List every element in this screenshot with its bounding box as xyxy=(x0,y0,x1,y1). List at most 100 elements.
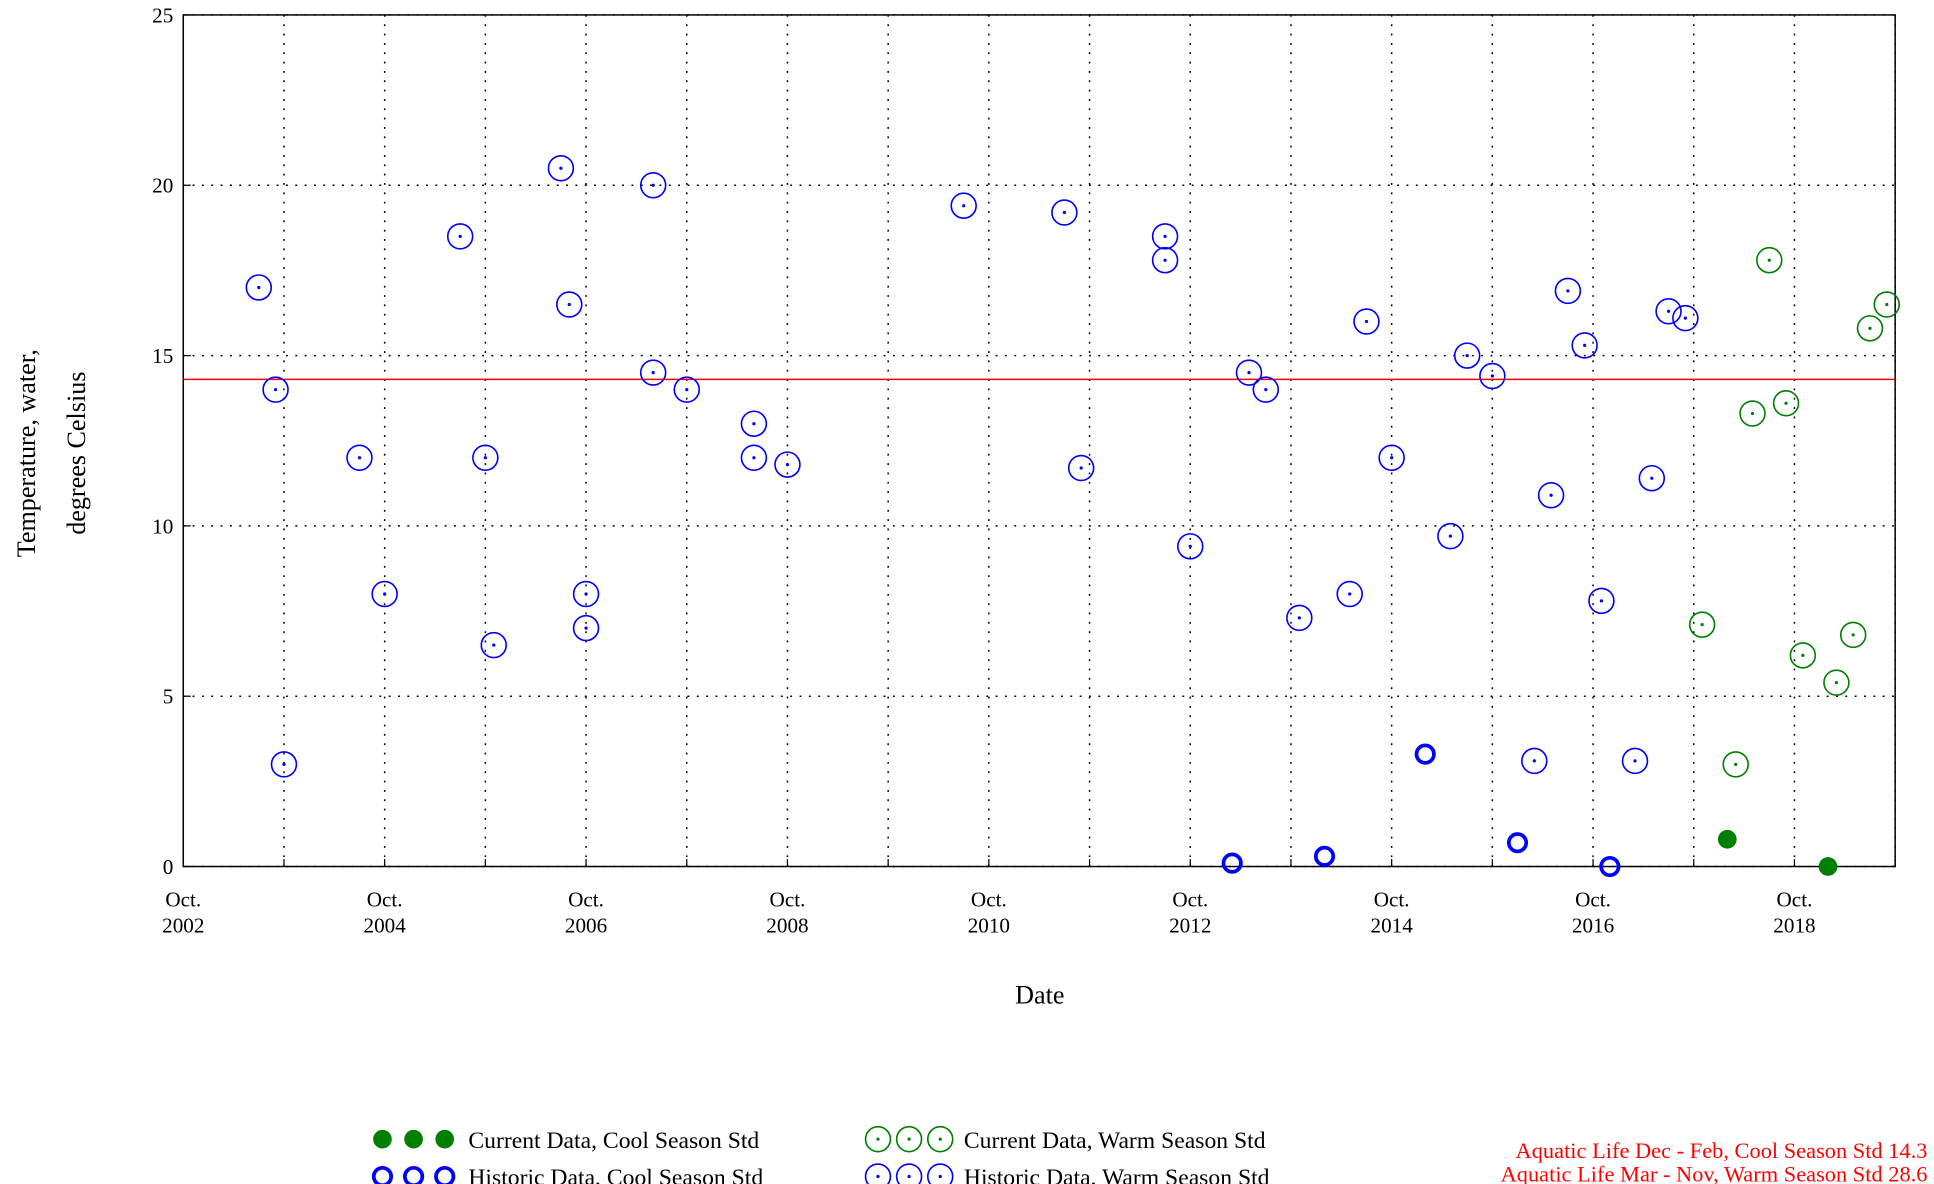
marker-center xyxy=(1549,493,1553,497)
marker-ring xyxy=(1688,611,1716,638)
marker-center xyxy=(752,422,756,426)
marker-ring xyxy=(1739,400,1766,427)
marker-ring xyxy=(1051,199,1078,226)
data-point xyxy=(572,614,600,642)
x-tick-label-line: 2002 xyxy=(162,914,204,938)
x-tick-label: Oct. 2004 xyxy=(364,887,407,937)
marker-center xyxy=(1650,476,1654,480)
legend-marker xyxy=(864,1125,892,1153)
data-point xyxy=(245,274,273,301)
marker-ring xyxy=(547,154,575,182)
data-point xyxy=(740,410,768,437)
data-point xyxy=(1688,611,1716,638)
legend-marker xyxy=(864,1163,892,1184)
footnote: Aquatic Life Dec - Feb, Cool Season Std … xyxy=(1516,1138,1928,1163)
marker-ring xyxy=(480,631,508,659)
data-point xyxy=(1554,277,1582,305)
marker-center xyxy=(907,1174,911,1179)
marker-ring xyxy=(434,1165,456,1184)
marker-ring xyxy=(639,359,667,386)
data-point xyxy=(639,359,667,386)
x-tick-label: Oct. 2006 xyxy=(565,887,607,937)
legend-marker xyxy=(371,1165,394,1184)
x-tick-label: Oct. 2008 xyxy=(766,887,808,937)
data-point xyxy=(1506,832,1529,854)
x-axis-label: Date xyxy=(1015,980,1064,1009)
marker-center xyxy=(1079,466,1083,470)
data-point xyxy=(1313,845,1336,867)
marker-ring xyxy=(262,376,289,403)
marker-dot xyxy=(1717,829,1737,849)
marker-center xyxy=(584,626,588,630)
marker-center xyxy=(1297,616,1301,620)
marker-ring xyxy=(1672,304,1699,332)
marker-center xyxy=(1566,289,1570,293)
x-tick-label-line: 2016 xyxy=(1572,914,1614,938)
marker-center xyxy=(752,456,756,460)
marker-ring xyxy=(1353,308,1380,335)
x-tick-label: Oct. 2012 xyxy=(1169,887,1211,937)
data-point xyxy=(1353,308,1380,335)
marker-center xyxy=(273,388,278,392)
data-point xyxy=(1717,829,1737,849)
marker-center xyxy=(1247,370,1251,375)
legend-label: Current Data, Warm Season Std xyxy=(964,1128,1266,1154)
data-point xyxy=(639,171,667,199)
marker-center xyxy=(1885,302,1889,307)
marker-center xyxy=(1390,456,1394,460)
x-tick-label: Oct. 2010 xyxy=(968,887,1010,937)
marker-center xyxy=(938,1137,942,1141)
x-tick-label-line: Oct. xyxy=(971,887,1007,911)
data-point xyxy=(1839,621,1867,649)
marker-center xyxy=(1734,762,1738,766)
marker-ring xyxy=(1378,444,1405,472)
data-point xyxy=(740,444,768,472)
data-point xyxy=(1453,342,1481,369)
y-tick-label: 10 xyxy=(152,514,173,538)
marker-ring xyxy=(740,410,768,437)
marker-center xyxy=(938,1174,942,1179)
marker-ring xyxy=(1655,298,1682,325)
data-point xyxy=(480,631,508,659)
data-point xyxy=(1621,747,1649,775)
x-tick-label-line: Oct. xyxy=(1575,887,1611,911)
data-point xyxy=(1818,857,1838,876)
marker-ring xyxy=(895,1163,923,1184)
legend-marker xyxy=(403,1165,425,1184)
marker-dot xyxy=(435,1129,455,1149)
marker-ring xyxy=(926,1163,954,1184)
marker-center xyxy=(567,302,571,307)
data-point xyxy=(1856,315,1884,342)
marker-ring xyxy=(673,376,701,403)
legend-marker xyxy=(895,1125,923,1153)
data-point xyxy=(346,444,373,472)
marker-ring xyxy=(1823,669,1850,696)
marker-ring xyxy=(1638,464,1666,492)
marker-center xyxy=(584,592,588,596)
marker-center xyxy=(962,204,966,208)
marker-ring xyxy=(1286,604,1313,632)
marker-center xyxy=(1834,680,1839,685)
marker-ring xyxy=(1571,332,1598,359)
marker-ring xyxy=(1067,454,1095,482)
marker-center xyxy=(1163,234,1167,238)
marker-ring xyxy=(572,580,600,608)
marker-ring xyxy=(1437,522,1464,550)
legend-label: Historic Data, Warm Season Std xyxy=(964,1165,1270,1184)
marker-ring xyxy=(1176,533,1204,560)
marker-ring xyxy=(1588,587,1615,615)
marker-center xyxy=(282,762,286,766)
x-tick-label-line: Oct. xyxy=(367,887,403,911)
marker-center xyxy=(1532,759,1536,763)
marker-ring xyxy=(1235,359,1263,386)
marker-ring xyxy=(639,171,667,199)
data-point xyxy=(1286,604,1313,632)
marker-center xyxy=(257,285,261,290)
data-point xyxy=(1672,304,1699,332)
x-tick-label-line: 2018 xyxy=(1773,914,1815,938)
data-point xyxy=(1252,376,1280,403)
legend-marker xyxy=(435,1129,455,1149)
marker-ring xyxy=(1599,855,1621,878)
data-point xyxy=(371,580,398,608)
